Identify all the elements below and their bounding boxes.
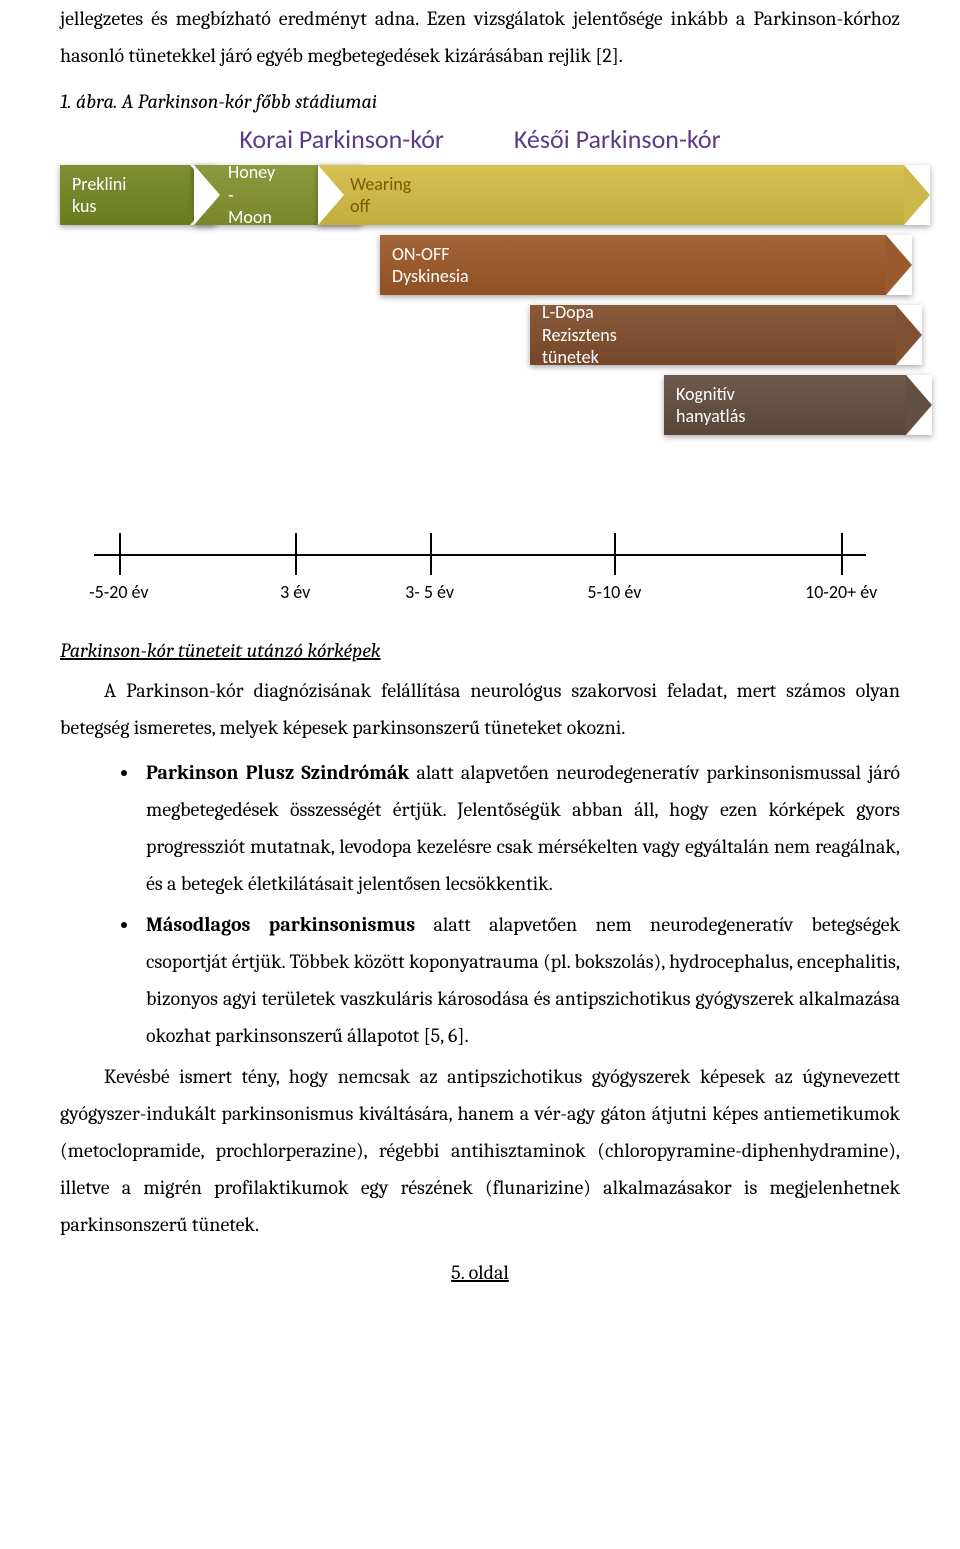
page: jellegzetes és megbízható eredményt adna…: [0, 0, 960, 1344]
axis-tick: [295, 533, 297, 575]
arrow-onoff: ON-OFF Dyskinesia: [380, 235, 912, 295]
axis-tick-label: 3- 5 év: [405, 581, 454, 603]
axis-tick-label: 3 év: [280, 581, 310, 603]
figure-titles: Korai Parkinson-kór Késői Parkinson-kór: [60, 123, 900, 155]
list-item-term: Másodlagos parkinsonismus: [146, 913, 415, 936]
axis-tick: [119, 533, 121, 575]
arrow-label: ON-OFF Dyskinesia: [392, 243, 469, 288]
arrow-label: Kognitív hanyatlás: [676, 383, 745, 428]
axis-tick-label: 10-20+ év: [805, 581, 877, 603]
bullet-list: Parkinson Plusz Szindrómák alatt alapvet…: [60, 754, 900, 1054]
figure-title-right: Késői Parkinson-kór: [514, 123, 721, 155]
figure-title-left: Korai Parkinson-kór: [239, 123, 444, 155]
arrow-label: Wearing off: [350, 173, 411, 218]
axis-tick: [841, 533, 843, 575]
figure-arrows: Preklini kusHoney - MoonWearing offON-OF…: [60, 165, 900, 515]
figure-axis: -5-20 év 3 év 3- 5 év 5-10 év 10-20+ év: [60, 519, 900, 609]
figure-caption: 1. ábra. A Parkinson-kór főbb stádiumai: [60, 90, 900, 113]
list-item-term: Parkinson Plusz Szindrómák: [146, 761, 409, 784]
arrow-label: Honey - Moon: [228, 161, 275, 229]
arrow-ldopa: L-Dopa Rezisztens tünetek: [530, 305, 922, 365]
list-item: Parkinson Plusz Szindrómák alatt alapvet…: [140, 754, 900, 902]
arrow-preclinical: Preklini kus: [60, 165, 216, 225]
axis-tick: [430, 533, 432, 575]
arrow-label: Preklini kus: [72, 173, 126, 218]
figure: Korai Parkinson-kór Késői Parkinson-kór …: [60, 123, 900, 609]
axis-tick-label: -5-20 év: [89, 581, 148, 603]
paragraph-lead: A Parkinson-kór diagnózisának felállítás…: [60, 672, 900, 746]
axis-tick-label: 5-10 év: [587, 581, 641, 603]
paragraph-tail: Kevésbé ismert tény, hogy nemcsak az ant…: [60, 1058, 900, 1243]
list-item: Másodlagos parkinsonismus alatt alapvető…: [140, 906, 900, 1054]
page-number: 5. oldal: [60, 1261, 900, 1284]
arrow-label: L-Dopa Rezisztens tünetek: [542, 301, 617, 369]
arrow-wearing: Wearing off: [318, 165, 930, 225]
axis-line: [94, 554, 867, 556]
section-subheading: Parkinson-kór tüneteit utánzó kórképek: [60, 639, 900, 662]
axis-tick: [614, 533, 616, 575]
paragraph-top: jellegzetes és megbízható eredményt adna…: [60, 0, 900, 74]
arrow-kognitiv: Kognitív hanyatlás: [664, 375, 932, 435]
